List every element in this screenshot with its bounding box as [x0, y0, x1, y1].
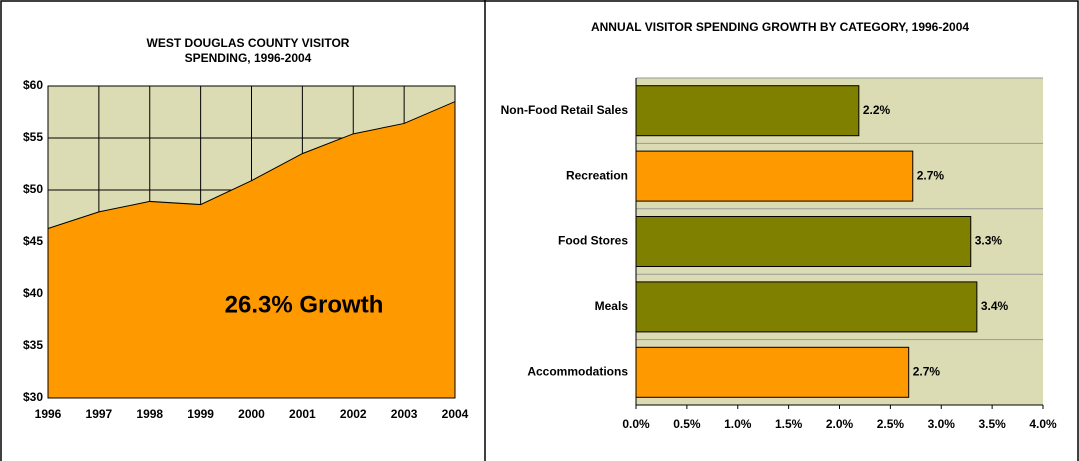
y-tick-label: Accommodations — [527, 364, 628, 378]
x-tick-label: 1999 — [187, 407, 214, 421]
x-tick-label: 1.0% — [724, 417, 752, 431]
title-box: WEST DOUGLAS COUNTY VISITOR SPENDING, 19… — [146, 36, 350, 65]
bar — [635, 85, 860, 137]
x-tick-label: 0.5% — [673, 417, 701, 431]
x-tick-label: 0.0% — [622, 417, 650, 431]
value-label: 3.4% — [981, 299, 1009, 313]
value-label: 2.2% — [863, 103, 891, 117]
y-tick-label: Food Stores — [558, 234, 628, 248]
y-tick-label: $35 — [23, 338, 43, 352]
bar — [635, 216, 972, 267]
x-tick-label: 2.0% — [826, 417, 854, 431]
title-box: ANNUAL VISITOR SPENDING GROWTH BY CATEGO… — [590, 20, 970, 34]
x-tick-label: 4.0% — [1029, 417, 1057, 431]
x-tick-label: 2004 — [442, 407, 469, 421]
y-tick-label: Non-Food Retail Sales — [501, 103, 629, 117]
y-tick-label: $50 — [23, 182, 43, 196]
bar — [635, 281, 978, 333]
chart-title: WEST DOUGLAS COUNTY VISITOR SPENDING, 19… — [146, 36, 350, 65]
y-tick-label: $40 — [23, 286, 43, 300]
x-tick-label: 1997 — [86, 407, 113, 421]
y-tick-label: $60 — [23, 78, 43, 92]
bar — [635, 150, 914, 202]
y-tick-label: Recreation — [566, 168, 628, 182]
value-label: 3.3% — [975, 234, 1003, 248]
x-tick-label: 1996 — [35, 407, 62, 421]
x-tick-label: 2002 — [340, 407, 367, 421]
y-tick-label: $55 — [23, 130, 43, 144]
y-tick-label: $30 — [23, 390, 43, 404]
value-label: 2.7% — [917, 168, 945, 182]
x-tick-label: 2003 — [391, 407, 418, 421]
x-tick-label: 2000 — [238, 407, 265, 421]
x-tick-label: 3.0% — [928, 417, 956, 431]
bar — [635, 346, 910, 398]
annotation: 26.3% Growth — [225, 291, 384, 318]
value-label: 2.7% — [913, 364, 941, 378]
x-tick-label: 1.5% — [775, 417, 803, 431]
x-tick-label: 3.5% — [978, 417, 1006, 431]
y-tick-label: $45 — [23, 234, 43, 248]
x-tick-label: 1998 — [136, 407, 163, 421]
chart-title: ANNUAL VISITOR SPENDING GROWTH BY CATEGO… — [590, 20, 970, 34]
x-tick-label: 2001 — [289, 407, 316, 421]
x-tick-label: 2.5% — [877, 417, 905, 431]
plot-border — [47, 85, 456, 399]
y-tick-label: Meals — [595, 299, 629, 313]
